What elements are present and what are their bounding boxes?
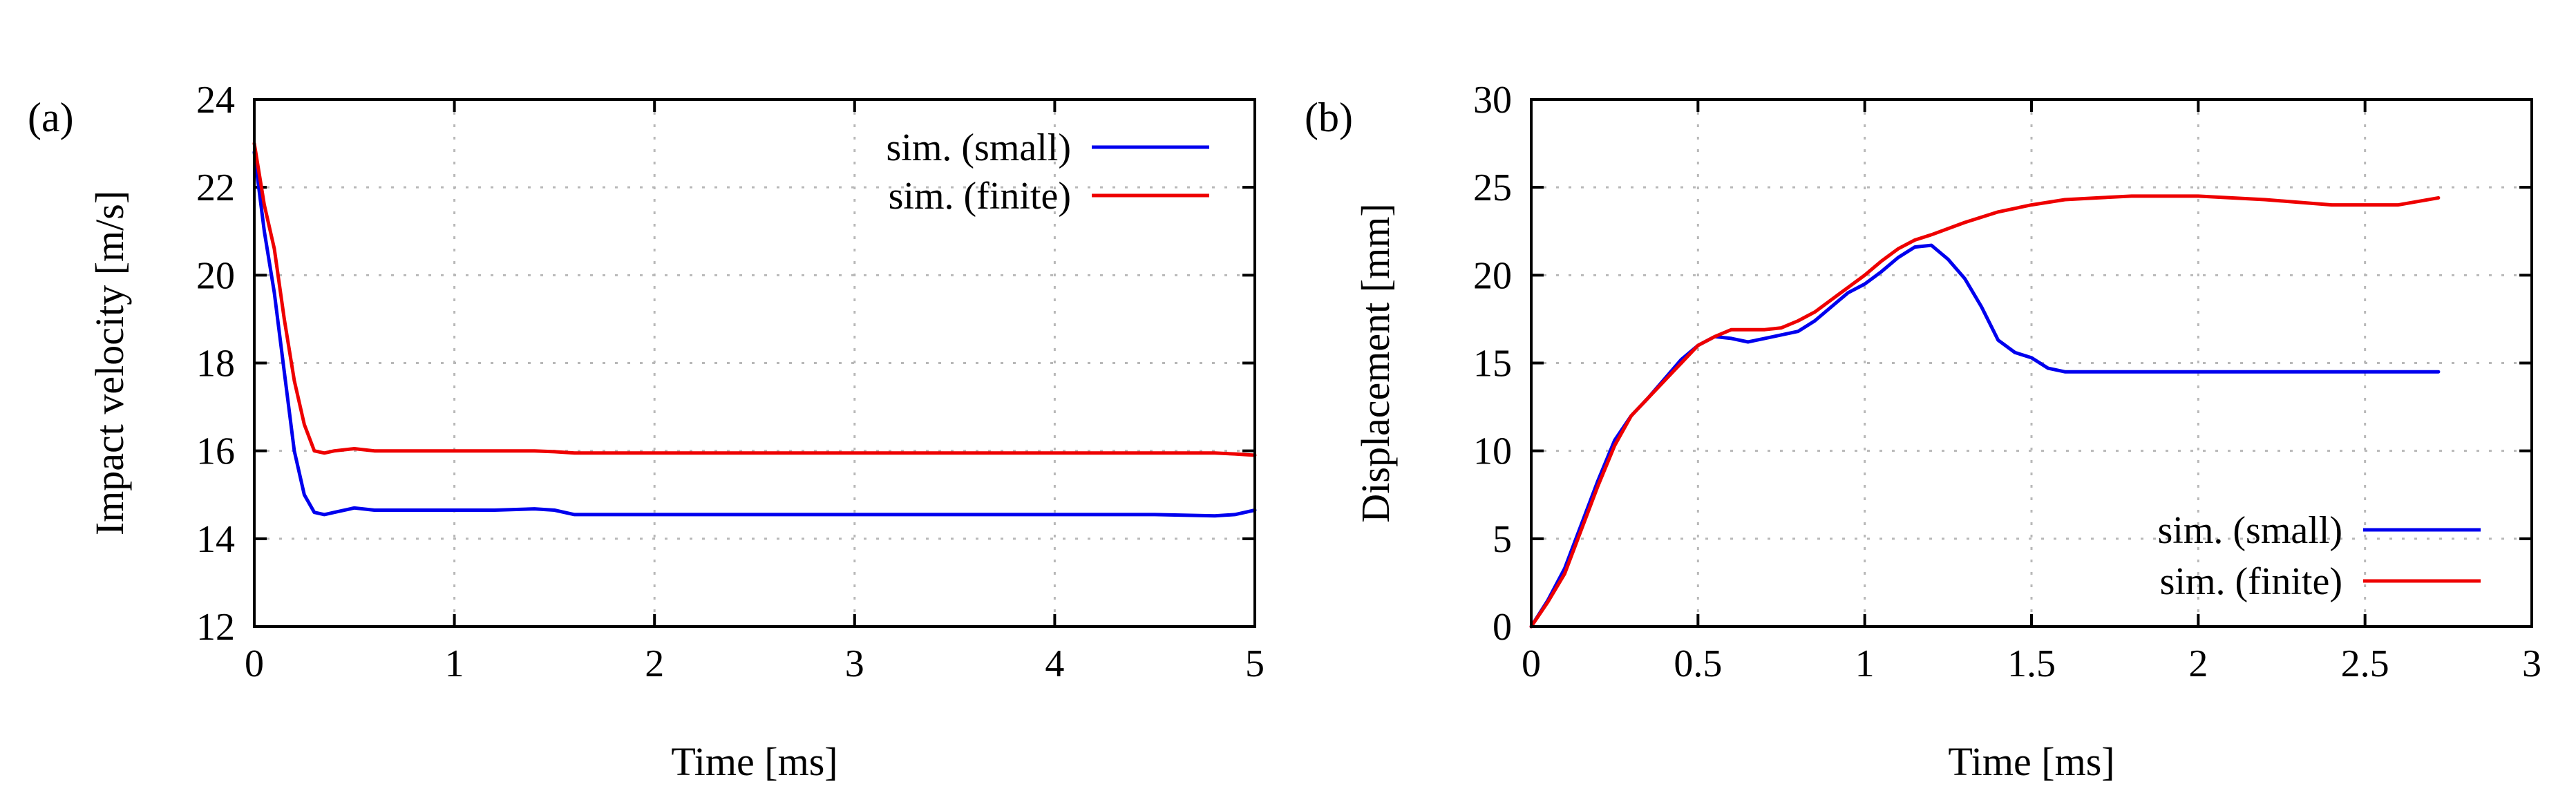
a-y-tick-label: 22 [196, 166, 235, 209]
b-y-axis-label: Displacement [mm] [1353, 203, 1398, 522]
b-series-finite-line [1529, 194, 2441, 629]
b-legend-label-small: sim. (small) [2157, 509, 2342, 552]
b-x-tick-label: 1.5 [2007, 642, 2056, 685]
b-y-tick-label: 15 [1473, 343, 1512, 385]
a-x-tick-label: 0 [245, 642, 264, 685]
b-x-tick-label: 2 [2188, 642, 2208, 685]
b-x-tick-label: 1 [1855, 642, 1875, 685]
a-y-tick-label: 14 [196, 518, 235, 561]
a-x-tick-label: 2 [645, 642, 664, 685]
b-x-tick-label: 0.5 [1674, 642, 1722, 685]
a-y-axis-label: Impact velocity [m/s] [87, 191, 132, 535]
b-y-tick-label: 10 [1473, 430, 1512, 473]
a-series-finite-line [252, 142, 1257, 457]
a-plot-frame [253, 98, 1256, 628]
b-y-tick-label: 25 [1473, 166, 1512, 209]
b-x-tick-label: 3 [2522, 642, 2541, 685]
b-x-tick-label: 0 [1522, 642, 1541, 685]
a-legend-label-small: sim. (small) [886, 126, 1071, 169]
b-panel-letter: (b) [1305, 95, 1353, 140]
a-y-tick-label: 18 [196, 343, 235, 385]
b-legend-label-finite: sim. (finite) [2160, 560, 2342, 603]
a-y-tick-label: 16 [196, 430, 235, 473]
a-x-axis-label: Time [ms] [671, 739, 837, 784]
a-x-tick-label: 1 [445, 642, 464, 685]
a-x-tick-label: 3 [845, 642, 864, 685]
a-y-tick-label: 24 [196, 79, 235, 122]
a-y-tick-label: 12 [196, 606, 235, 649]
a-x-tick-label: 5 [1245, 642, 1265, 685]
a-legend-label-finite: sim. (finite) [889, 175, 1071, 218]
a-y-tick-label: 20 [196, 254, 235, 297]
b-y-tick-label: 20 [1473, 254, 1512, 297]
b-x-tick-label: 2.5 [2341, 642, 2389, 685]
a-x-tick-label: 4 [1045, 642, 1064, 685]
b-y-tick-label: 0 [1493, 606, 1512, 649]
a-panel-letter: (a) [28, 95, 74, 140]
b-y-tick-label: 5 [1493, 518, 1512, 561]
b-y-tick-label: 30 [1473, 79, 1512, 122]
b-plot-frame [1530, 98, 2533, 628]
a-series-small-line [252, 150, 1257, 518]
b-x-axis-label: Time [ms] [1948, 739, 2114, 784]
